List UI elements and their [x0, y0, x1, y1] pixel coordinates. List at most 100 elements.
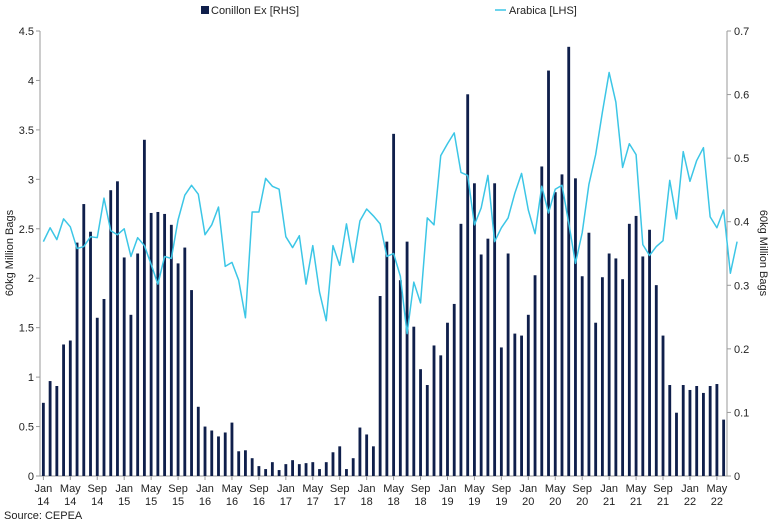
- conillon-bar: [722, 419, 726, 476]
- conillon-bar: [277, 470, 281, 476]
- x-tick-month: May: [141, 483, 162, 495]
- conillon-bar: [136, 253, 140, 476]
- x-tick-month: May: [626, 483, 647, 495]
- conillon-bar: [163, 213, 167, 476]
- x-tick-year: 20: [549, 496, 561, 508]
- legend-label-conillon: Conillon Ex [RHS]: [211, 5, 299, 17]
- conillon-bar: [405, 241, 409, 476]
- conillon-bar: [560, 174, 564, 476]
- conillon-bar: [439, 355, 443, 476]
- conillon-bar: [217, 436, 220, 476]
- x-tick-year: 20: [522, 496, 534, 508]
- conillon-bar: [284, 464, 288, 476]
- plot-frame: [39, 31, 728, 477]
- conillon-bar: [109, 190, 113, 476]
- right-tick-label: 0.2: [734, 344, 749, 356]
- conillon-bar: [574, 178, 577, 476]
- x-tick-year: 17: [280, 496, 292, 508]
- left-tick-label: 2: [28, 273, 34, 285]
- x-axis-ticks: Jan14May14Sep14Jan15May15Sep15Jan16May16…: [34, 476, 728, 508]
- x-tick-month: May: [464, 483, 485, 495]
- left-axis-title: 60kg Million Bags: [4, 209, 16, 296]
- conillon-bar: [513, 333, 517, 476]
- legend-label-arabica: Arabica [LHS]: [509, 5, 577, 17]
- conillon-bar: [533, 275, 537, 476]
- conillon-bar: [654, 285, 658, 476]
- x-tick-year: 17: [334, 496, 346, 508]
- conillon-bar: [129, 314, 133, 476]
- conillon-bar: [62, 344, 65, 476]
- conillon-bar: [190, 290, 193, 476]
- conillon-bar: [345, 469, 348, 476]
- x-tick-month: Sep: [653, 483, 673, 495]
- left-tick-label: 4: [28, 75, 34, 87]
- x-tick-month: May: [302, 483, 323, 495]
- conillon-bar: [176, 263, 180, 476]
- left-tick-label: 1: [28, 372, 34, 384]
- conillon-bar: [708, 386, 712, 476]
- conillon-bar: [621, 279, 625, 476]
- left-tick-label: 3: [28, 174, 34, 186]
- conillon-bar: [41, 402, 45, 476]
- conillon-bar: [48, 381, 52, 476]
- right-tick-label: 0.4: [734, 217, 749, 229]
- x-tick-month: Sep: [411, 483, 431, 495]
- x-tick-year: 21: [630, 496, 642, 508]
- conillon-bar: [607, 253, 611, 476]
- conillon-bar: [102, 298, 106, 476]
- x-tick-month: Jan: [277, 483, 295, 495]
- conillon-bar: [681, 385, 685, 476]
- x-tick-month: May: [60, 483, 81, 495]
- conillon-bar: [291, 460, 294, 476]
- x-tick-year: 20: [576, 496, 588, 508]
- left-axis-ticks: 0 0.5 1 1.5 2 2.5 3 3.5 4 4.5: [19, 26, 40, 483]
- conillon-bar: [223, 432, 227, 476]
- x-tick-month: Sep: [492, 483, 512, 495]
- x-tick-month: Jan: [34, 483, 52, 495]
- x-tick-year: 22: [684, 496, 696, 508]
- x-tick-year: 16: [253, 496, 265, 508]
- left-tick-label: 2.5: [19, 224, 34, 236]
- conillon-bar: [331, 452, 335, 476]
- x-tick-year: 18: [361, 496, 373, 508]
- conillon-bar: [506, 253, 510, 476]
- conillon-bar: [553, 192, 557, 476]
- x-tick-month: Jan: [681, 483, 699, 495]
- left-tick-label: 0: [28, 471, 34, 483]
- conillon-bar: [89, 231, 92, 476]
- right-tick-label: 0.3: [734, 280, 749, 292]
- conillon-bar: [479, 254, 483, 476]
- conillon-bar: [398, 280, 402, 476]
- conillon-bar: [540, 166, 544, 477]
- conillon-bar: [183, 247, 187, 476]
- conillon-bar: [520, 335, 523, 476]
- conillon-bar: [688, 389, 692, 476]
- x-tick-year: 21: [657, 496, 669, 508]
- conillon-bar: [594, 322, 598, 476]
- x-tick-month: May: [545, 483, 566, 495]
- conillon-bar: [82, 204, 86, 476]
- x-tick-year: 17: [307, 496, 319, 508]
- conillon-bar: [257, 466, 261, 476]
- left-tick-label: 3.5: [19, 125, 34, 137]
- x-tick-month: Jan: [439, 483, 457, 495]
- conillon-bar: [210, 430, 214, 476]
- x-tick-month: Jan: [196, 483, 214, 495]
- conillon-bar: [587, 232, 591, 476]
- left-tick-label: 4.5: [19, 26, 34, 38]
- right-tick-label: 0: [734, 471, 740, 483]
- x-tick-year: 15: [118, 496, 130, 508]
- conillon-bar: [668, 385, 672, 476]
- conillon-bar: [264, 469, 268, 476]
- x-tick-month: Sep: [249, 483, 269, 495]
- conillon-bar: [702, 392, 705, 476]
- conillon-bar: [116, 181, 119, 476]
- conillon-bar: [675, 412, 678, 476]
- x-tick-month: Jan: [600, 483, 618, 495]
- conillon-bar: [547, 70, 550, 476]
- x-tick-month: Sep: [330, 483, 350, 495]
- conillon-bar: [446, 322, 449, 476]
- x-tick-month: Jan: [358, 483, 376, 495]
- conillon-bar: [499, 347, 503, 476]
- x-tick-year: 16: [199, 496, 211, 508]
